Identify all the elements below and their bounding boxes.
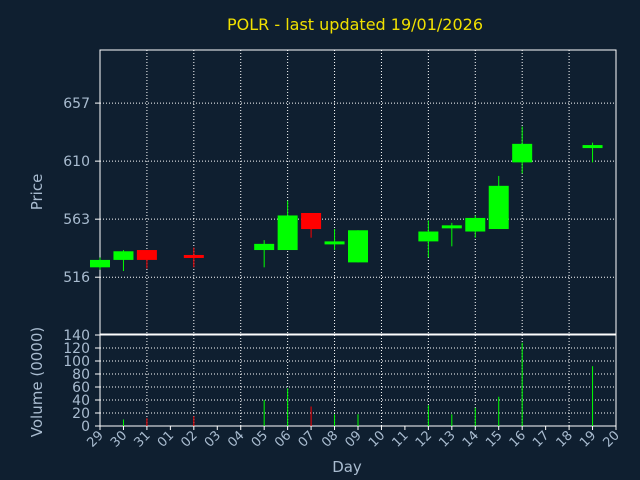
x-tick-label: 08 (319, 428, 341, 450)
x-tick-label: 11 (389, 428, 411, 450)
volume-tick-label: 80 (72, 367, 90, 383)
x-tick-label: 01 (155, 428, 177, 450)
volume-axis-label: Volume (0000) (28, 327, 46, 437)
x-tick-label: 05 (249, 428, 271, 450)
x-tick-label: 04 (225, 428, 247, 450)
candle-body (512, 143, 533, 163)
volume-tick-label: 100 (63, 354, 90, 370)
candle-body (441, 225, 462, 229)
x-axis-label: Day (332, 458, 362, 476)
volume-panel-frame (99, 334, 617, 427)
volume-tick-label: 40 (72, 393, 90, 409)
candle-body (90, 259, 110, 268)
volume-tick-label: 120 (63, 341, 90, 357)
x-tick-label: 19 (577, 428, 599, 450)
price-tick-label: 563 (63, 212, 90, 228)
price-axis-label: Price (28, 174, 46, 211)
candle-body (301, 212, 322, 230)
volume-tick-label: 20 (72, 406, 90, 422)
x-tick-label: 09 (343, 428, 365, 450)
x-tick-label: 31 (131, 428, 153, 450)
x-tick-label: 15 (483, 428, 505, 450)
candle-body (254, 243, 275, 251)
price-tick-label: 610 (63, 154, 90, 170)
x-tick-label: 10 (366, 428, 388, 450)
candle-body (465, 217, 486, 232)
x-tick-label: 13 (436, 428, 458, 450)
candle-body (136, 250, 157, 260)
candle-body (348, 230, 368, 263)
chart-title: POLR - last updated 19/01/2026 (227, 15, 483, 34)
x-tick-label: 17 (530, 428, 552, 450)
x-tick-label: 02 (178, 428, 200, 450)
x-tick-label: 07 (296, 428, 318, 450)
candle-body (277, 215, 298, 251)
candle-body (418, 231, 439, 242)
volume-tick-label: 0 (81, 419, 90, 435)
candle-body (113, 251, 134, 260)
candle-body (183, 254, 204, 258)
price-tick-label: 516 (63, 270, 90, 286)
candle-body (324, 241, 345, 245)
x-axis: 29 30 31 01 02 03 04 05 06 07 08 09 10 11 12 13 14 15 16 17… (85, 426, 623, 451)
volume-tick-label: 140 (63, 328, 90, 344)
candle-body (488, 185, 509, 230)
x-tick-label: 14 (460, 428, 482, 450)
x-tick-label: 16 (507, 428, 529, 450)
price-panel: 516 563 610 657 (63, 49, 617, 335)
price-panel-frame (99, 49, 617, 335)
x-tick-label: 12 (413, 428, 435, 450)
x-tick-label: 18 (554, 428, 576, 450)
price-tick-label: 657 (63, 96, 90, 112)
x-tick-label: 03 (202, 428, 224, 450)
x-tick-label: 06 (272, 428, 294, 450)
x-tick-label: 20 (601, 428, 623, 450)
x-tick-label: 30 (108, 428, 130, 450)
volume-tick-label: 60 (72, 380, 90, 396)
candle-body (582, 145, 603, 149)
